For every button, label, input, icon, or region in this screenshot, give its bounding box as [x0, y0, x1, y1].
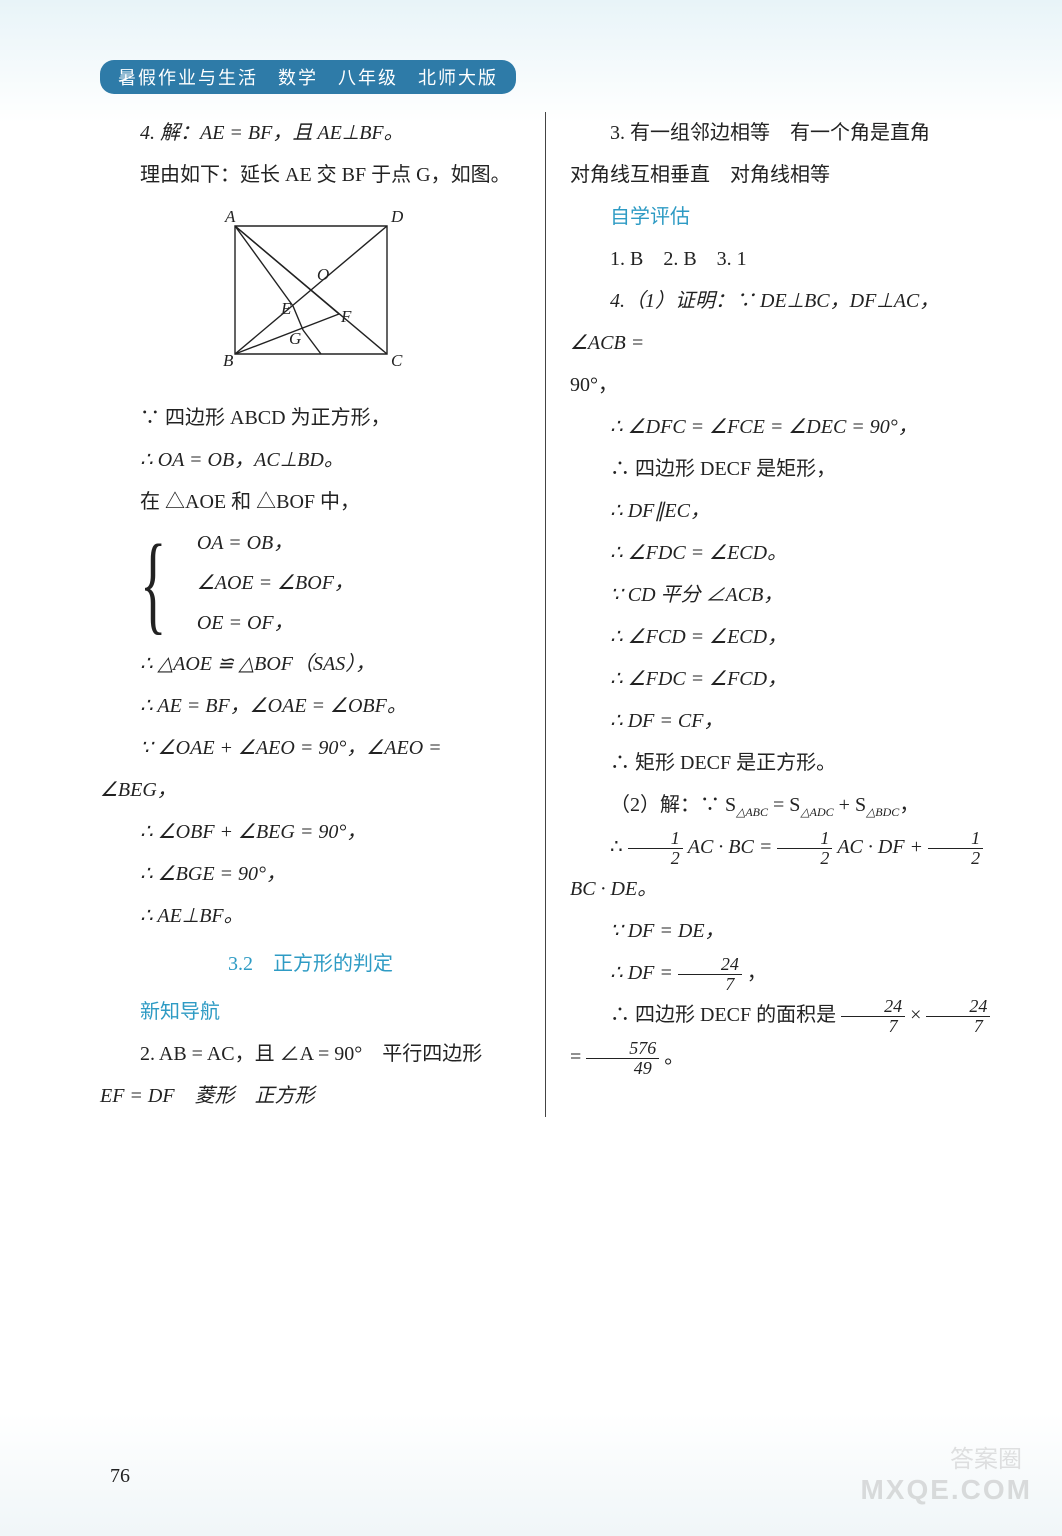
right-column: 3. 有一组邻边相等 有一个角是直角 对角线互相垂直 对角线相等 自学评估 1.… [546, 112, 992, 1117]
svg-text:F: F [340, 307, 352, 326]
line: EF = DF 菱形 正方形 [100, 1075, 521, 1117]
sub-title: 新知导航 [100, 991, 521, 1033]
fraction: 12 [628, 829, 683, 868]
line: ∠BEG， [100, 769, 521, 811]
fraction: 57649 [586, 1039, 659, 1078]
left-brace-icon: { [140, 523, 166, 643]
line: 2. AB = AC，且 ∠A = 90° 平行四边形 [100, 1033, 521, 1075]
line: OE = OF， [197, 603, 354, 643]
svg-text:O: O [317, 265, 329, 284]
fraction: 247 [926, 997, 990, 1036]
line: ∴ ∠FDC = ∠ECD。 [570, 532, 992, 574]
line: ∴ 12 AC · BC = 12 AC · DF + 12 BC · DE。 [570, 826, 992, 910]
section-title: 3.2 正方形的判定 [100, 943, 521, 985]
svg-text:D: D [390, 207, 404, 226]
line: ∴ OA = OB，AC⊥BD。 [100, 439, 521, 481]
watermark-cn: 答案圈 [950, 1439, 1022, 1474]
line: ∴ DF = 247 ， [570, 952, 992, 994]
fraction: 247 [841, 997, 905, 1036]
page-number: 76 [110, 1465, 130, 1488]
svg-text:A: A [224, 207, 236, 226]
geometry-figure: A D B C O E F G [100, 202, 521, 387]
sub-title: 自学评估 [570, 196, 992, 238]
line: ∴ 四边形 DECF 是矩形， [570, 448, 992, 490]
line: 对角线互相垂直 对角线相等 [570, 154, 992, 196]
square-diagram-svg: A D B C O E F G [211, 202, 411, 372]
fraction: 12 [777, 829, 832, 868]
line: 4. 解：AE = BF，且 AE⊥BF。 [100, 112, 521, 154]
left-column: 4. 解：AE = BF，且 AE⊥BF。 理由如下：延长 AE 交 BF 于点… [100, 112, 546, 1117]
watermark-url: MXQE.COM [860, 1474, 1032, 1506]
line: ∴ ∠BGE = 90°， [100, 853, 521, 895]
line: ∠AOE = ∠BOF， [197, 563, 354, 603]
line: ∴ 矩形 DECF 是正方形。 [570, 742, 992, 784]
fraction: 12 [928, 829, 983, 868]
line: ∴ ∠FDC = ∠FCD， [570, 658, 992, 700]
brace-system: { OA = OB， ∠AOE = ∠BOF， OE = OF， [140, 523, 521, 643]
line: ∴ AE = BF，∠OAE = ∠OBF。 [100, 685, 521, 727]
line: 4.（1）证明：∵ DE⊥BC，DF⊥AC，∠ACB = [570, 280, 992, 364]
svg-text:B: B [223, 351, 234, 370]
line: ∴ DF∥EC， [570, 490, 992, 532]
svg-text:G: G [289, 329, 301, 348]
line: ∵ ∠OAE + ∠AEO = 90°，∠AEO = [100, 727, 521, 769]
fraction: 247 [678, 955, 742, 994]
line: 1. B 2. B 3. 1 [570, 238, 992, 280]
line: 在 △AOE 和 △BOF 中， [100, 481, 521, 523]
line: ∴ DF = CF， [570, 700, 992, 742]
line: 90°， [570, 364, 992, 406]
line: ∵ CD 平分 ∠ACB， [570, 574, 992, 616]
line: ∴ △AOE ≌ △BOF（SAS）， [100, 643, 521, 685]
line: ∴ 四边形 DECF 的面积是 247 × 247 = 57649 。 [570, 994, 992, 1078]
line: 3. 有一组邻边相等 有一个角是直角 [570, 112, 992, 154]
line: 理由如下：延长 AE 交 BF 于点 G，如图。 [100, 154, 521, 196]
line: ∵ DF = DE， [570, 910, 992, 952]
svg-text:E: E [280, 299, 292, 318]
line: ∴ ∠OBF + ∠BEG = 90°， [100, 811, 521, 853]
line: （2）解：∵ S△ABC = S△ADC + S△BDC， [570, 784, 992, 826]
line: OA = OB， [197, 523, 354, 563]
svg-text:C: C [391, 351, 403, 370]
line: ∵ 四边形 ABCD 为正方形， [100, 397, 521, 439]
header-tag: 暑假作业与生活 数学 八年级 北师大版 [100, 60, 516, 94]
columns: 4. 解：AE = BF，且 AE⊥BF。 理由如下：延长 AE 交 BF 于点… [100, 112, 992, 1117]
page: 暑假作业与生活 数学 八年级 北师大版 4. 解：AE = BF，且 AE⊥BF… [0, 0, 1062, 1157]
line: ∴ ∠DFC = ∠FCE = ∠DEC = 90°， [570, 406, 992, 448]
line: ∴ AE⊥BF。 [100, 895, 521, 937]
line: ∴ ∠FCD = ∠ECD， [570, 616, 992, 658]
